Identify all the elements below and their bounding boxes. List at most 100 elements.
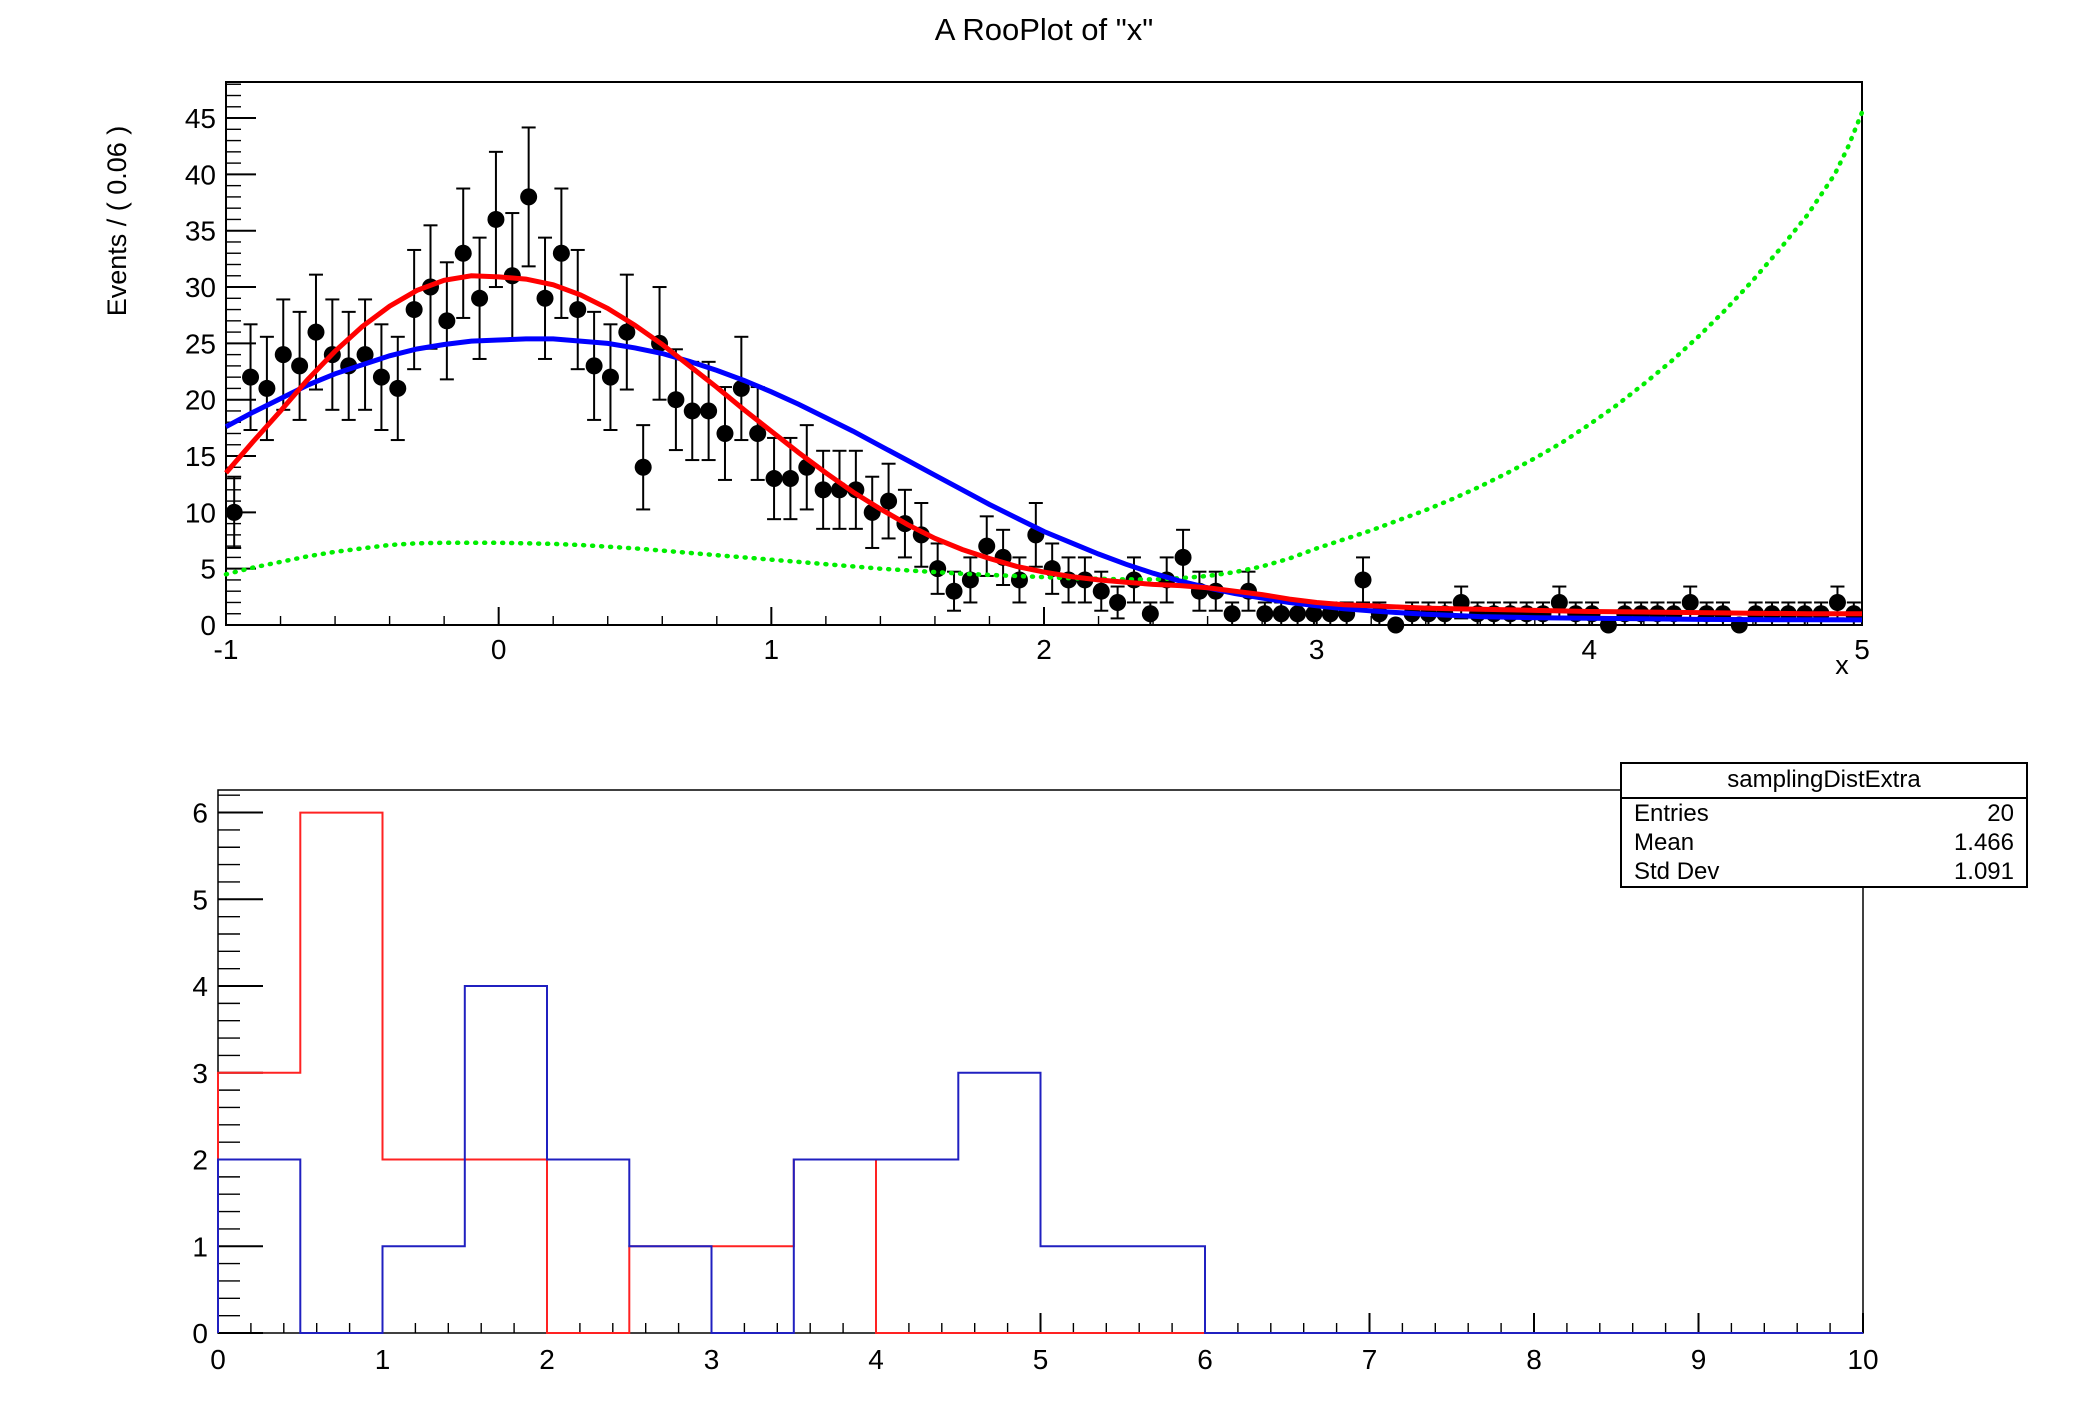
- data-point: [242, 368, 260, 386]
- y-tick-label: 25: [185, 328, 216, 359]
- data-point: [1289, 605, 1307, 623]
- data-point: [307, 323, 325, 341]
- stats-label: Entries: [1634, 800, 1709, 827]
- x-tick-label: 9: [1691, 1344, 1707, 1375]
- stats-label: Mean: [1634, 829, 1695, 856]
- data-point: [716, 424, 734, 442]
- data-point: [601, 368, 619, 386]
- y-tick-label: 45: [185, 103, 216, 134]
- data-point: [634, 458, 652, 476]
- y-tick-label: 0: [200, 610, 216, 641]
- y-tick-label: 40: [185, 159, 216, 190]
- fit-curve-red: [224, 273, 1862, 617]
- y-tick-label: 4: [192, 971, 208, 1002]
- top-frame: [225, 81, 1863, 626]
- data-point: [945, 582, 963, 600]
- data-point: [1387, 616, 1405, 634]
- x-tick-label: 7: [1362, 1344, 1378, 1375]
- background-curve-green: [223, 110, 1865, 582]
- data-point: [667, 391, 685, 409]
- data-point: [225, 503, 243, 521]
- x-tick-label: 1: [375, 1344, 391, 1375]
- data-point: [732, 379, 750, 397]
- x-tick-label: 8: [1526, 1344, 1542, 1375]
- data-point: [1109, 593, 1127, 611]
- y-tick-label: 1: [192, 1231, 208, 1262]
- data-point: [569, 301, 587, 319]
- data-point: [1828, 593, 1846, 611]
- data-point: [274, 346, 292, 364]
- stats-row-stddev: Std Dev 1.091: [1622, 857, 2026, 886]
- data-point: [1550, 593, 1568, 611]
- data-point: [372, 368, 390, 386]
- x-tick-label: 3: [704, 1344, 720, 1375]
- data-point: [1272, 605, 1290, 623]
- data-point: [978, 537, 996, 555]
- x-tick-label: 6: [1197, 1344, 1213, 1375]
- y-tick-label: 2: [192, 1145, 208, 1176]
- data-point: [536, 289, 554, 307]
- y-tick-label: 15: [185, 441, 216, 472]
- data-point: [356, 346, 374, 364]
- data-point: [520, 188, 538, 206]
- data-point: [961, 571, 979, 589]
- x-tick-label: 2: [1036, 634, 1052, 665]
- data-point: [405, 301, 423, 319]
- y-tick-label: 5: [200, 554, 216, 585]
- data-point: [1305, 605, 1323, 623]
- stats-box-title: samplingDistExtra: [1622, 764, 2026, 799]
- data-point: [700, 402, 718, 420]
- data-point: [1354, 571, 1372, 589]
- top-plot-x-axis-title: x: [1835, 650, 1849, 680]
- x-tick-label: 3: [1309, 634, 1325, 665]
- data-point: [1141, 605, 1159, 623]
- stats-value: 1.091: [1953, 858, 2014, 885]
- model-curve-blue: [224, 336, 1863, 623]
- y-tick-label: 3: [192, 1058, 208, 1089]
- data-point: [258, 379, 276, 397]
- data-point: [1092, 582, 1110, 600]
- data-point: [781, 470, 799, 488]
- data-point: [749, 424, 767, 442]
- data-point: [814, 481, 832, 499]
- data-point: [683, 402, 701, 420]
- y-tick-label: 20: [185, 385, 216, 416]
- data-point: [471, 289, 489, 307]
- x-tick-label: 1: [764, 634, 780, 665]
- x-tick-label: -1: [214, 634, 239, 665]
- stats-value: 20: [1987, 800, 2014, 827]
- stats-label: Std Dev: [1634, 858, 1720, 885]
- y-tick-label: 6: [192, 798, 208, 829]
- data-point: [291, 357, 309, 375]
- x-tick-label: 0: [491, 634, 507, 665]
- data-point: [1256, 605, 1274, 623]
- y-tick-label: 10: [185, 497, 216, 528]
- data-point: [438, 312, 456, 330]
- data-point: [880, 492, 898, 510]
- data-point: [618, 323, 636, 341]
- x-tick-label: 2: [539, 1344, 555, 1375]
- stats-row-entries: Entries 20: [1622, 799, 2026, 828]
- x-tick-label: 5: [1033, 1344, 1049, 1375]
- data-point: [1174, 548, 1192, 566]
- data-point: [1681, 593, 1699, 611]
- x-tick-label: 10: [1847, 1344, 1878, 1375]
- y-tick-label: 5: [192, 884, 208, 915]
- data-point: [1223, 605, 1241, 623]
- x-tick-label: 0: [210, 1344, 226, 1375]
- x-tick-label: 4: [868, 1344, 884, 1375]
- stats-box: samplingDistExtra Entries 20 Mean 1.466 …: [1620, 762, 2028, 888]
- x-tick-label: 4: [1582, 634, 1598, 665]
- data-point: [389, 379, 407, 397]
- top-plot-title: A RooPlot of "x": [934, 12, 1154, 47]
- data-point: [765, 470, 783, 488]
- data-point: [552, 244, 570, 262]
- data-point: [487, 210, 505, 228]
- y-tick-label: 0: [192, 1318, 208, 1349]
- stats-value: 1.466: [1953, 829, 2014, 856]
- y-tick-label: 35: [185, 216, 216, 247]
- stats-row-mean: Mean 1.466: [1622, 828, 2026, 857]
- data-point: [454, 244, 472, 262]
